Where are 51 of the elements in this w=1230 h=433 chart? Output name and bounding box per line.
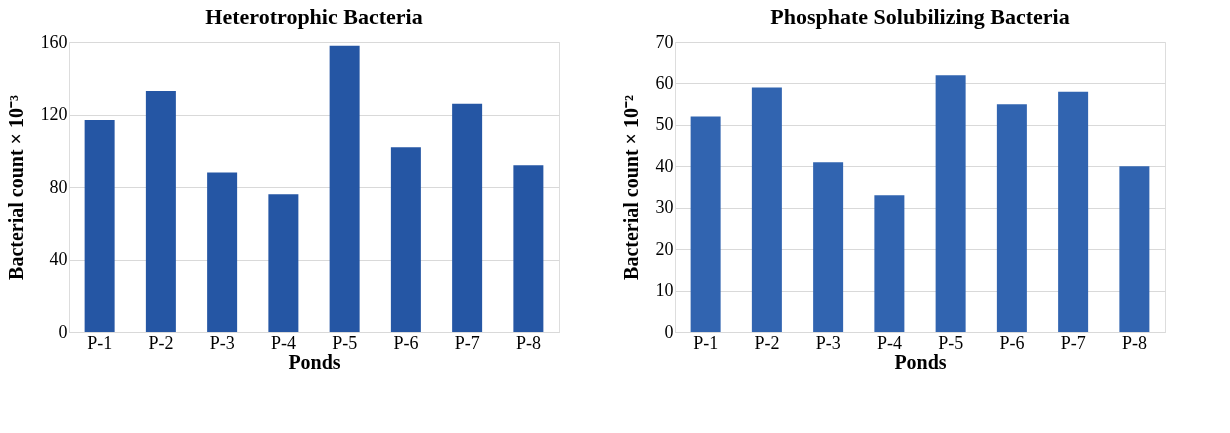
x-tick-label: P-7 — [454, 332, 480, 353]
x-tick-label: P-6 — [999, 332, 1025, 353]
x-tick-label: P-6 — [393, 332, 419, 353]
bar — [1119, 166, 1150, 332]
bar — [513, 165, 544, 332]
x-tick-label: P-2 — [754, 332, 780, 353]
bar — [935, 75, 966, 332]
bar — [84, 119, 115, 332]
y-tick-label: 160 — [40, 31, 68, 52]
bar — [145, 90, 176, 332]
chart-title: Heterotrophic Bacteria — [205, 4, 423, 29]
y-tick-label: 80 — [49, 176, 68, 197]
bar — [390, 147, 421, 332]
y-tick-label: 60 — [655, 72, 674, 93]
x-tick-label: P-5 — [938, 332, 964, 353]
chart-title: Phosphate Solubilizing Bacteria — [770, 4, 1070, 29]
x-axis-title: Ponds — [288, 350, 341, 373]
y-tick-label: 40 — [655, 155, 674, 176]
x-tick-label: P-4 — [270, 332, 296, 353]
bar — [1058, 91, 1089, 332]
x-tick-label: P-3 — [209, 332, 235, 353]
bar — [751, 87, 782, 332]
x-tick-label: P-8 — [1121, 332, 1147, 353]
bar — [690, 116, 721, 332]
y-tick-label: 10 — [655, 280, 674, 301]
x-tick-label: P-1 — [693, 332, 719, 353]
x-tick-label: P-1 — [87, 332, 113, 353]
x-tick-label: P-5 — [332, 332, 358, 353]
y-tick-label: 0 — [58, 321, 68, 342]
y-tick-label: 0 — [664, 321, 674, 342]
y-axis-title: Bacterial count × 10⁻³ — [4, 95, 27, 280]
x-tick-label: P-3 — [815, 332, 841, 353]
x-tick-label: P-7 — [1060, 332, 1086, 353]
bar — [268, 194, 299, 332]
x-axis-title: Ponds — [894, 350, 947, 373]
bar — [452, 103, 483, 332]
bar — [996, 104, 1027, 332]
y-tick-label: 20 — [655, 238, 674, 259]
y-axis-title: Bacterial count × 10⁻² — [619, 95, 642, 280]
y-tick-label: 30 — [655, 197, 674, 218]
y-tick-label: 40 — [49, 249, 68, 269]
bar — [874, 195, 905, 332]
y-tick-label: 70 — [655, 31, 674, 52]
y-tick-label: 120 — [40, 104, 68, 124]
bar — [813, 162, 844, 332]
bar — [207, 172, 238, 332]
bar — [329, 45, 360, 332]
x-tick-label: P-8 — [515, 332, 541, 353]
x-tick-label: P-2 — [148, 332, 174, 353]
x-tick-label: P-4 — [876, 332, 902, 353]
y-tick-label: 50 — [655, 114, 674, 135]
